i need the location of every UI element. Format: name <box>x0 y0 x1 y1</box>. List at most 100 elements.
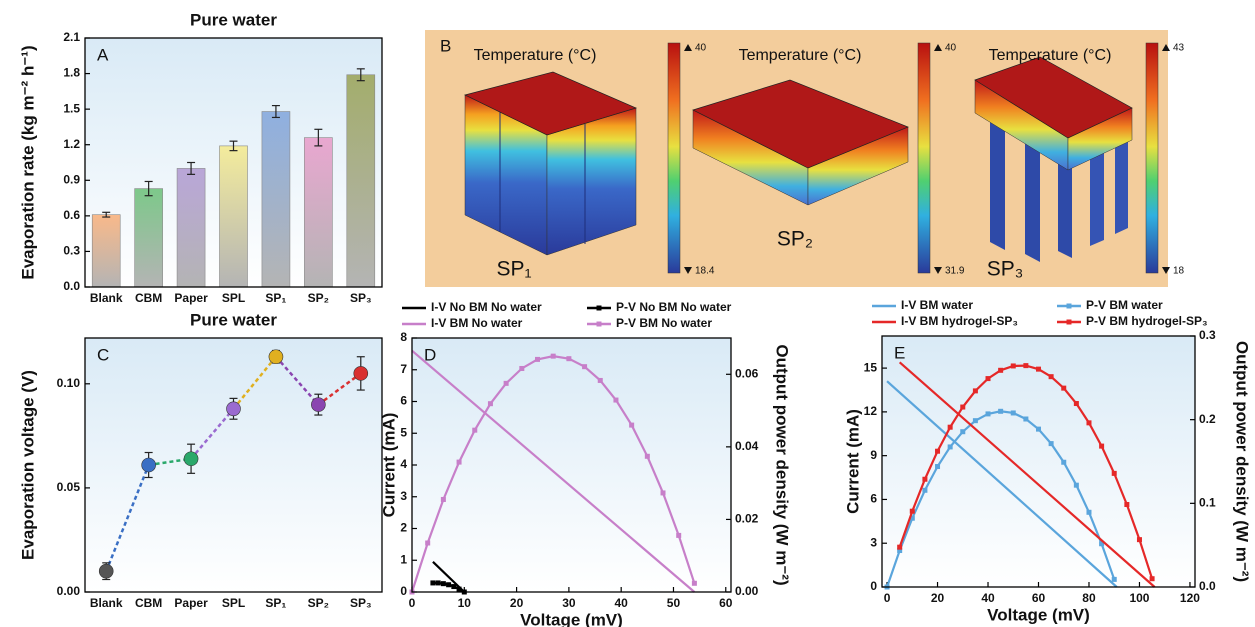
y-tick-label: 0.00 <box>57 584 81 598</box>
marker <box>1061 459 1067 465</box>
legend-marker <box>1066 303 1072 309</box>
y2-tick-label: 0.2 <box>1199 412 1216 426</box>
marker <box>1061 385 1067 391</box>
colorbar-min: 31.9 <box>945 266 965 277</box>
marker <box>566 356 572 362</box>
y-tick-label: 3 <box>400 489 407 503</box>
marker <box>430 580 436 586</box>
marker <box>1023 363 1029 369</box>
min-marker <box>684 267 692 274</box>
sample-label: SP₂ <box>777 228 813 251</box>
error-bar <box>102 211 111 218</box>
y-tick-label: 1 <box>400 552 407 566</box>
marker <box>582 364 588 370</box>
panel-letter: C <box>97 345 109 364</box>
x-tick-label: SP₁ <box>265 596 286 610</box>
x-tick-label: 50 <box>667 596 681 610</box>
panel-letter: A <box>97 45 109 64</box>
marker <box>1149 576 1155 582</box>
error-bar <box>314 128 323 147</box>
marker <box>1010 363 1016 369</box>
bar <box>176 168 206 288</box>
plot-background <box>412 338 731 592</box>
panel-letter: E <box>894 343 905 362</box>
legend-marker <box>1066 319 1072 325</box>
connector <box>317 372 362 406</box>
panel-letter: D <box>424 345 436 364</box>
max-marker <box>934 44 942 51</box>
marker <box>947 424 953 430</box>
marker <box>597 377 603 383</box>
panel-letter: B <box>440 36 451 55</box>
y-tick-label: 0 <box>400 584 407 598</box>
chart: 0 1 2 3 4 5 6 7 8 0.00 0.02 0.04 0.06 0 10 20 30 40 50 60 I-… <box>379 300 791 627</box>
marker <box>691 580 697 586</box>
colorbar <box>917 42 931 274</box>
y-tick-label: 6 <box>400 394 407 408</box>
plot-background <box>85 338 382 592</box>
point <box>226 401 241 417</box>
plot-frame <box>411 337 732 593</box>
marker <box>897 544 903 550</box>
x-tick-label: CBM <box>135 291 162 305</box>
y-tick-label: 8 <box>400 330 407 344</box>
marker <box>550 353 556 359</box>
y2-axis-label: Output power density (W m⁻²) <box>1233 341 1252 582</box>
x-tick-label: 100 <box>1129 591 1149 605</box>
marker <box>487 401 493 407</box>
marker <box>446 582 452 588</box>
chart: 0 3 6 9 12 15 0.0 0.1 0.2 0.3 0 20 40 60 80 100 120 I-V B… <box>843 298 1251 624</box>
marker <box>629 422 635 428</box>
marker <box>613 397 619 403</box>
y2-tick-label: 0.00 <box>735 584 759 598</box>
marker <box>985 411 991 417</box>
marker <box>985 376 991 382</box>
x-tick-label: Blank <box>90 596 123 610</box>
sample-label: SP₁ <box>496 258 531 281</box>
chart: 0.00 0.05 0.10 Blank CBM Paper SPL SP₁ SP₂ SP₃ C Pu… <box>18 310 383 610</box>
legend-label: P-V BM water <box>1086 298 1163 312</box>
marker <box>676 532 682 538</box>
y-axis-label: Current (mA) <box>379 413 398 518</box>
marker <box>440 496 446 502</box>
y-tick-label: 4 <box>400 457 407 471</box>
y2-tick-label: 0.06 <box>735 366 759 380</box>
y-tick-label: 7 <box>400 362 407 376</box>
y-tick-label: 0.6 <box>63 208 80 222</box>
model-pillar <box>1025 138 1040 262</box>
model-pillar <box>1058 155 1072 258</box>
y-tick-label: 0 <box>870 579 877 593</box>
legend-label: I-V No BM No water <box>431 300 542 314</box>
marker <box>1099 541 1105 547</box>
model-pillar <box>990 120 1005 250</box>
y-axis-label: Evaporation rate (kg m⁻² h⁻¹) <box>18 45 37 279</box>
colorbar-max: 40 <box>695 43 707 54</box>
y-tick-label: 0.9 <box>63 172 80 186</box>
legend-marker <box>596 305 602 311</box>
marker <box>1086 509 1092 515</box>
plot-frame <box>84 337 383 593</box>
y-tick-label: 12 <box>864 404 878 418</box>
model-top <box>974 56 1133 139</box>
bar <box>261 111 291 288</box>
y-axis-label: Current (mA) <box>843 409 862 514</box>
x-tick-label: SPL <box>222 291 245 305</box>
x-tick-label: SPL <box>222 596 245 610</box>
error-bar <box>271 104 280 119</box>
marker <box>1111 470 1117 476</box>
marker <box>897 548 903 554</box>
marker <box>960 404 966 410</box>
y-tick-label: 15 <box>864 360 878 374</box>
x-axis-label: Voltage (mV) <box>520 610 623 627</box>
model-top <box>692 79 909 169</box>
legend-marker <box>596 321 602 327</box>
marker <box>1036 366 1041 372</box>
model-title: Temperature (°C) <box>989 47 1112 64</box>
plot-frame <box>84 37 383 288</box>
panel-b: B 40 18.4 40 31.9 43 18 Temperature (°C)… <box>425 30 1185 287</box>
point <box>268 349 284 365</box>
point <box>183 451 199 467</box>
marker <box>644 453 650 459</box>
x-tick-label: Blank <box>90 291 123 305</box>
